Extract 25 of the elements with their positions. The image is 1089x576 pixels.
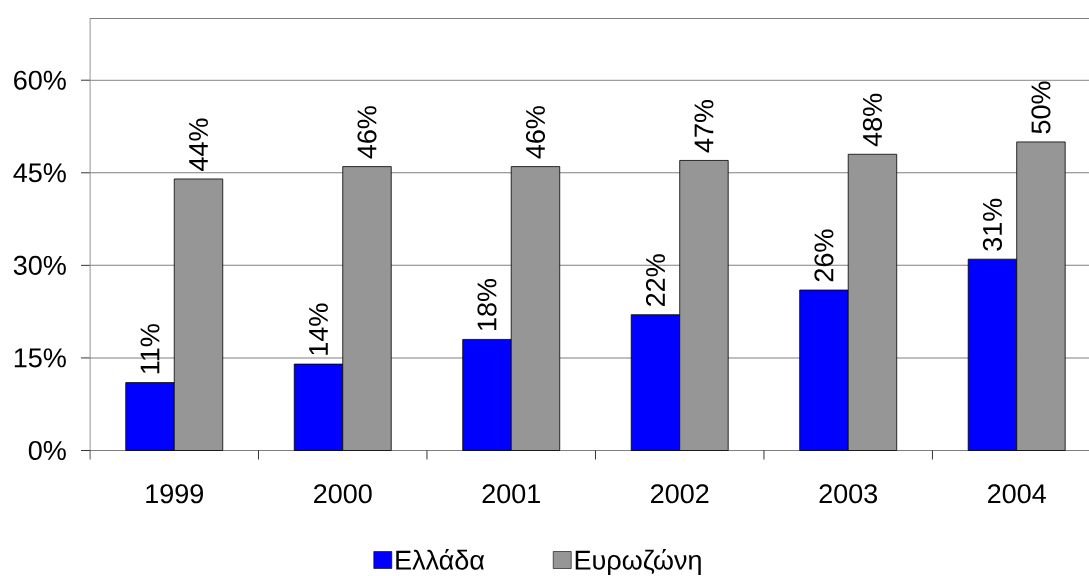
data-label: 47% (694, 99, 714, 153)
x-tick-label: 2001 (482, 484, 540, 504)
data-label: 50% (1031, 81, 1051, 134)
x-tick-label: 2004 (988, 484, 1046, 504)
y-tick-label: 60% (14, 70, 66, 90)
data-label: 26% (814, 229, 834, 282)
y-tick-label: 0% (28, 440, 66, 461)
data-label: 14% (309, 303, 328, 355)
data-label: 44% (189, 118, 208, 171)
data-label: 22% (645, 254, 665, 306)
data-label: 46% (357, 106, 377, 159)
y-tick-label: 30% (13, 255, 66, 275)
data-label: 31% (982, 198, 1002, 251)
legend-label: Ελλάδα (396, 549, 485, 570)
y-tick-label: 15% (14, 348, 66, 368)
y-tick-label: 45% (13, 163, 66, 183)
data-label: 18% (477, 278, 497, 330)
x-tick-label: 2003 (819, 484, 878, 504)
x-tick-label: 2000 (314, 484, 372, 504)
x-tick-label: 2002 (651, 484, 709, 504)
data-label: 48% (862, 93, 883, 147)
legend-label: Ευρωζώνη (575, 549, 701, 576)
data-label: 46% (525, 106, 546, 159)
x-tick-label: 1999 (146, 484, 203, 504)
data-label: 11% (140, 324, 160, 374)
